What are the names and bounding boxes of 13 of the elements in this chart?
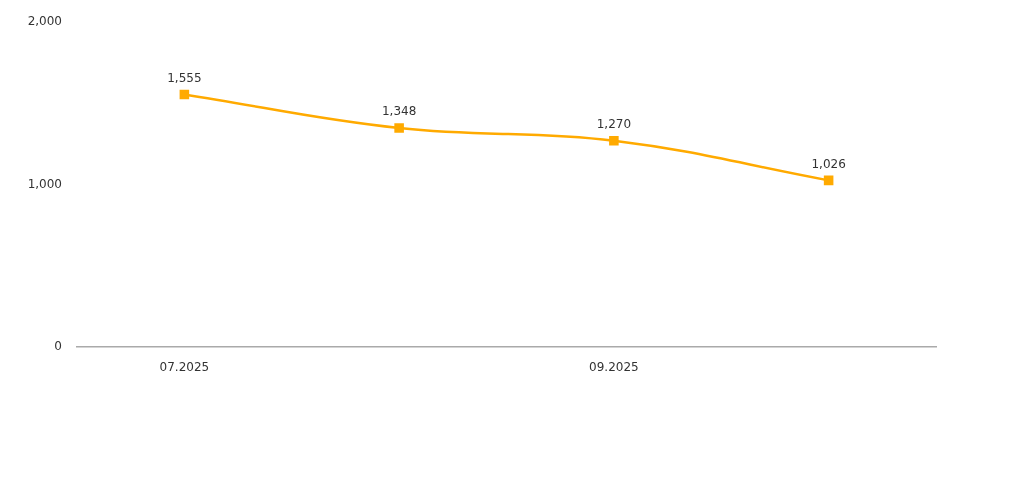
- y-tick-label: 0: [54, 339, 62, 354]
- point: [823, 175, 834, 186]
- data-label: 1,348: [381, 104, 417, 119]
- y-tick-label: 1,000: [27, 176, 62, 191]
- x-tick-label: 07.2025: [159, 360, 210, 375]
- y-tick-label: 2,000: [27, 14, 62, 29]
- data-label: 1,026: [811, 156, 846, 171]
- data-label: 1,555: [167, 70, 202, 85]
- point: [179, 89, 190, 100]
- data-label: 1,270: [596, 116, 632, 131]
- point: [394, 123, 404, 133]
- point: [609, 135, 619, 146]
- x-tick-label: 09.2025: [589, 360, 639, 375]
